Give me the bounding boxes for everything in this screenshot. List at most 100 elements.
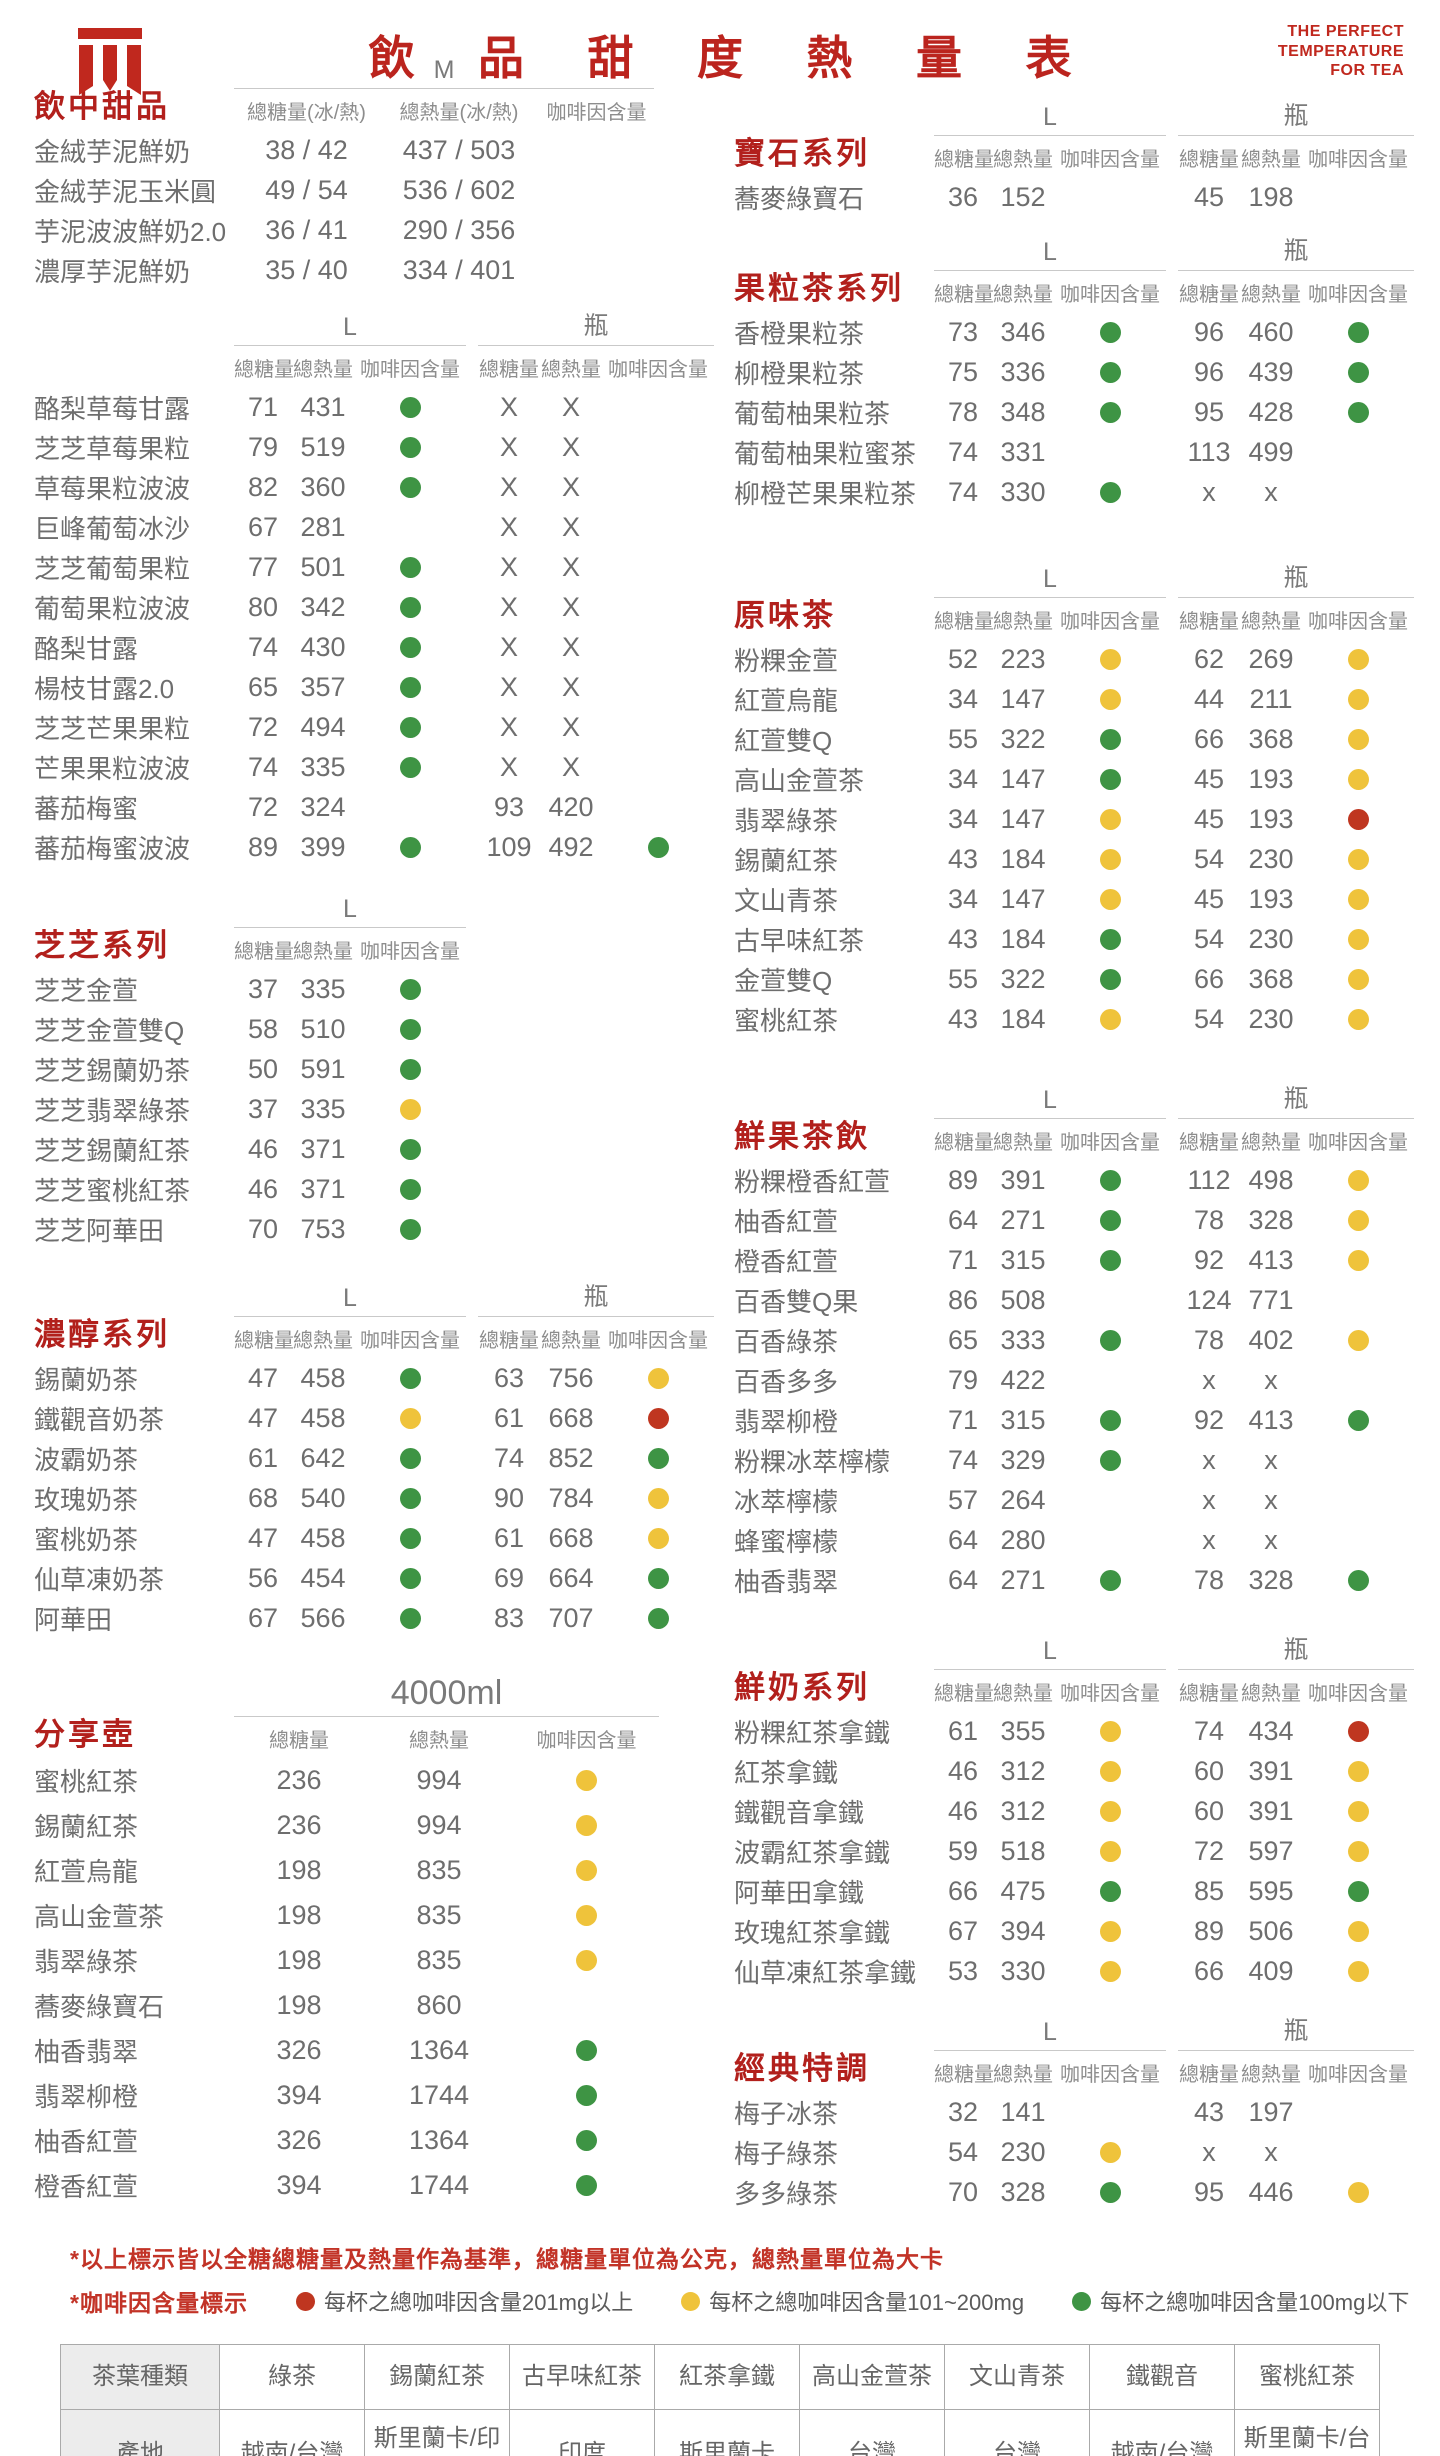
caffeine-indicator bbox=[1302, 1008, 1414, 1030]
sugar-value: 93 bbox=[493, 791, 525, 822]
sugar-value: 61 bbox=[493, 1402, 525, 1433]
sugar-value: 32 bbox=[947, 2096, 979, 2127]
calorie-value: 348 bbox=[1000, 396, 1046, 427]
calorie-value: 1364 bbox=[408, 2125, 470, 2155]
sugar-value: 72 bbox=[1193, 1835, 1225, 1866]
caffeine-dot-G bbox=[399, 556, 421, 578]
sugar-value: 44 bbox=[1193, 683, 1225, 714]
section-header: 芝芝系列 L 總糖量 總熱量 咖啡因含量 bbox=[34, 895, 714, 969]
caffeine-indicator bbox=[354, 1367, 466, 1389]
sugar-value: 46 bbox=[947, 1795, 979, 1826]
caffeine-indicator bbox=[354, 1527, 466, 1549]
drink-row: 翡翠柳橙 71 315 92 413 bbox=[734, 1400, 1414, 1440]
drink-row: 古早味紅茶 43 184 54 230 bbox=[734, 919, 1414, 959]
sugar-value: 34 bbox=[947, 763, 979, 794]
column-header: 總糖量 bbox=[934, 1132, 994, 1154]
caffeine-dot-Y bbox=[576, 1770, 597, 1791]
caffeine-indicator bbox=[1302, 768, 1414, 790]
sugar-value: 54 bbox=[947, 2136, 979, 2167]
size-label: L bbox=[934, 103, 1166, 136]
calorie-value: 331 bbox=[1000, 436, 1046, 467]
tea-type-cell: 古早味紅茶 bbox=[509, 2344, 655, 2410]
calorie-value: x bbox=[1264, 1484, 1278, 1515]
drink-row: 冰萃檸檬 57 264 x x bbox=[734, 1480, 1414, 1520]
sugar-value: 37 bbox=[247, 973, 279, 1004]
column-headers: 總糖量(冰/熱) 總熱量(冰/熱) 咖啡因含量 bbox=[234, 89, 654, 130]
sugar-value: 36 / 41 bbox=[265, 214, 348, 245]
sugar-value: x bbox=[1202, 1484, 1216, 1515]
calorie-value: 322 bbox=[1000, 963, 1046, 994]
drink-row: 百香綠茶 65 333 78 402 bbox=[734, 1320, 1414, 1360]
footnotes: *以上標示皆以全糖總糖量及熱量作為基準，總糖量單位為公克，總熱量單位為大卡 *咖… bbox=[70, 2240, 1440, 2318]
sugar-value: 62 bbox=[1193, 643, 1225, 674]
sugar-value: 79 bbox=[947, 1364, 979, 1395]
calorie-value: 784 bbox=[548, 1482, 594, 1513]
calorie-value: 431 bbox=[300, 391, 346, 422]
caffeine-indicator bbox=[1302, 1720, 1414, 1742]
sugar-value: 74 bbox=[947, 436, 979, 467]
caffeine-dot-G bbox=[399, 1018, 421, 1040]
tea-type-cell: 高山金萱茶 bbox=[799, 2344, 945, 2410]
calorie-value: 147 bbox=[1000, 763, 1046, 794]
caffeine-legend-label: *咖啡因含量標示 bbox=[70, 2290, 248, 2316]
sugar-value: 95 bbox=[1193, 2176, 1225, 2207]
caffeine-indicator bbox=[602, 1567, 714, 1589]
drink-name: 楊枝甘露2.0 bbox=[34, 673, 175, 704]
drink-row: 波霸奶茶 61 642 74 852 bbox=[34, 1438, 714, 1478]
calorie-value: 994 bbox=[416, 1765, 462, 1795]
column-headers: 總糖量 總熱量 咖啡因含量 bbox=[934, 1119, 1166, 1160]
caffeine-dot-G bbox=[399, 1058, 421, 1080]
drink-name: 梅子冰茶 bbox=[734, 2098, 839, 2129]
sugar-value: X bbox=[499, 471, 518, 502]
drink-row: 波霸紅茶拿鐵 59 518 72 597 bbox=[734, 1831, 1414, 1871]
drink-row: 柚香紅萱 326 1364 bbox=[34, 2118, 714, 2163]
drink-name: 鐵觀音奶茶 bbox=[34, 1404, 165, 1435]
drink-row: 高山金萱茶 34 147 45 193 bbox=[734, 759, 1414, 799]
caffeine-dot-Y bbox=[1099, 648, 1121, 670]
column-header: 咖啡因含量 bbox=[546, 102, 647, 124]
calorie-value: 147 bbox=[1000, 803, 1046, 834]
sugar-value: 74 bbox=[247, 631, 279, 662]
column-header: 總糖量 bbox=[934, 611, 994, 633]
caffeine-dot-Y bbox=[1099, 688, 1121, 710]
calorie-value: x bbox=[1264, 1444, 1278, 1475]
caffeine-indicator bbox=[354, 1218, 466, 1240]
caffeine-dot-G bbox=[1099, 481, 1121, 503]
size-group-header: 瓶總糖量 總熱量 咖啡因含量 bbox=[1178, 96, 1414, 177]
calorie-value: X bbox=[561, 551, 580, 582]
caffeine-dot-Y bbox=[576, 1905, 597, 1926]
column-header: 總糖量 bbox=[269, 1730, 329, 1752]
column-header: 總糖量 bbox=[1179, 284, 1239, 306]
sugar-value: 45 bbox=[1193, 181, 1225, 212]
drink-row: 紅萱烏龍 198 835 bbox=[34, 1848, 714, 1893]
calorie-value: 315 bbox=[1000, 1244, 1046, 1275]
origin-cell: 斯里蘭卡/台灣 bbox=[1234, 2409, 1380, 2456]
sugar-value: 65 bbox=[947, 1324, 979, 1355]
caffeine-dot-G bbox=[647, 1607, 669, 1629]
drink-name: 葡萄柚果粒蜜茶 bbox=[734, 438, 917, 469]
drink-name: 芝芝草莓果粒 bbox=[34, 433, 191, 464]
tea-type-cell: 紅茶拿鐵 bbox=[654, 2344, 800, 2410]
caffeine-dot-Y bbox=[647, 1367, 669, 1389]
drink-row: 柳橙果粒茶 75 336 96 439 bbox=[734, 352, 1414, 392]
calorie-value: 184 bbox=[1000, 1003, 1046, 1034]
size-group-header: L 總糖量 總熱量 咖啡因含量 bbox=[934, 103, 1166, 177]
sugar-value: 92 bbox=[1193, 1404, 1225, 1435]
caffeine-indicator bbox=[1302, 1920, 1414, 1942]
column-header: 總熱量 bbox=[409, 1730, 469, 1752]
caffeine-indicator bbox=[1054, 1840, 1166, 1862]
caffeine-indicator bbox=[354, 1098, 466, 1120]
calorie-value: 368 bbox=[1248, 963, 1294, 994]
drink-name: 古早味紅茶 bbox=[734, 925, 865, 956]
calorie-value: 328 bbox=[1248, 1564, 1294, 1595]
caffeine-dot-G bbox=[399, 676, 421, 698]
calorie-value: 1744 bbox=[408, 2170, 470, 2200]
section-寶石系列: 寶石系列 L 總糖量 總熱量 咖啡因含量瓶總糖量 總熱量 咖啡因含量 蕎麥綠寶石 36 152 45… bbox=[734, 96, 1414, 217]
calorie-value: 664 bbox=[548, 1562, 594, 1593]
sugar-value: 45 bbox=[1193, 763, 1225, 794]
section-header: 鮮果茶飲 L 總糖量 總熱量 咖啡因含量瓶總糖量 總熱量 咖啡因含量 bbox=[734, 1079, 1414, 1160]
caffeine-indicator bbox=[354, 396, 466, 418]
calorie-value: 458 bbox=[300, 1522, 346, 1553]
drink-row: 柚香翡翠 64 271 78 328 bbox=[734, 1560, 1414, 1600]
caffeine-dot-Y bbox=[1347, 1008, 1369, 1030]
